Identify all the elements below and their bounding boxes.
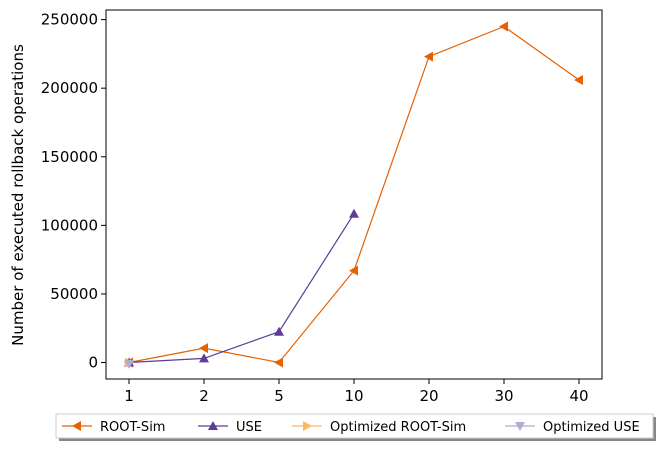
x-tick-label: 30 — [494, 387, 513, 405]
y-tick-label: 250000 — [41, 11, 98, 29]
legend: ROOT-Sim USE Optimized ROOT-Sim Optimized U… — [55, 413, 656, 441]
data-point — [124, 359, 134, 369]
data-point — [199, 353, 209, 363]
plot-area — [105, 9, 603, 380]
data-point — [424, 51, 433, 62]
data-point — [499, 21, 508, 32]
legend-label: Optimized ROOT-Sim — [330, 420, 466, 435]
data-point — [199, 343, 208, 354]
series-layer — [124, 21, 583, 369]
y-tick-label: 150000 — [41, 148, 98, 166]
y-axis-label: Number of executed rollback operations — [9, 44, 27, 346]
data-point — [274, 357, 283, 368]
y-tick-label: 50000 — [50, 285, 98, 303]
x-tick-label: 40 — [569, 387, 588, 405]
series-optimized-use — [124, 359, 134, 369]
legend-label: ROOT-Sim — [100, 420, 165, 435]
series-line — [128, 213, 355, 364]
x-tick-label: 20 — [419, 387, 438, 405]
legend-label: Optimized USE — [543, 420, 640, 435]
x-tick-label: 2 — [199, 387, 209, 405]
legend-box — [55, 413, 654, 439]
legend-marker — [303, 421, 312, 431]
y-tick-label: 0 — [88, 354, 98, 372]
x-tick-label: 5 — [274, 387, 284, 405]
legend-marker — [208, 421, 218, 430]
data-point — [349, 208, 359, 218]
x-axis: 1 2 5 10 20 30 40 — [124, 379, 589, 405]
x-tick-label: 10 — [344, 387, 363, 405]
data-point — [349, 265, 358, 276]
legend-marker — [515, 422, 525, 431]
data-point — [274, 326, 284, 336]
legend-marker — [72, 421, 81, 431]
y-axis: 0 50000 100000 150000 200000 250000 — [41, 11, 106, 372]
legend-label: USE — [236, 420, 262, 435]
x-tick-label: 1 — [124, 387, 134, 405]
y-tick-label: 100000 — [41, 216, 98, 234]
y-tick-label: 200000 — [41, 79, 98, 97]
data-point — [574, 75, 583, 85]
